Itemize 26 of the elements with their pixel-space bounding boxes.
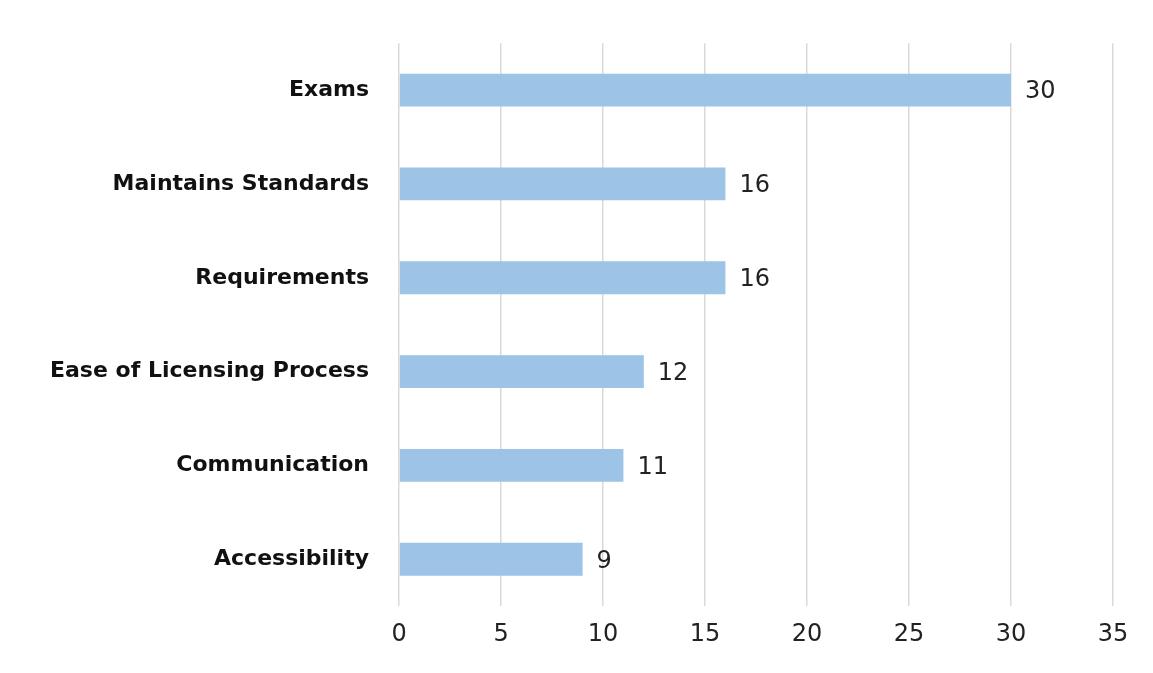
y-tick-label: Requirements — [195, 263, 370, 289]
y-tick-label: Ease of Licensing Process — [49, 357, 370, 383]
bar — [399, 449, 624, 482]
x-tick-label: 10 — [587, 618, 619, 647]
x-tick-label: 20 — [791, 618, 823, 647]
bar — [399, 167, 726, 201]
y-tick-label: Exams — [288, 75, 370, 101]
bar — [399, 355, 644, 389]
data-label: 12 — [657, 357, 689, 386]
y-tick-label: Communication — [176, 451, 370, 477]
x-tick-label: 25 — [893, 618, 925, 647]
data-label: 9 — [596, 545, 612, 574]
bar — [399, 73, 1011, 107]
x-tick-label: 15 — [689, 618, 721, 647]
y-tick-label: Maintains Standards — [112, 169, 370, 195]
bar — [399, 261, 726, 295]
x-tick-label: 5 — [493, 618, 509, 647]
x-tick-label: 35 — [1097, 618, 1129, 647]
data-label: 30 — [1025, 76, 1056, 105]
x-tick-label: 0 — [391, 618, 407, 647]
data-label: 11 — [637, 451, 668, 480]
bar — [399, 542, 583, 576]
data-label: 16 — [739, 170, 770, 199]
data-label: 16 — [739, 264, 770, 293]
y-tick-label: Accessibility — [214, 545, 370, 570]
x-tick-label: 30 — [995, 618, 1027, 647]
